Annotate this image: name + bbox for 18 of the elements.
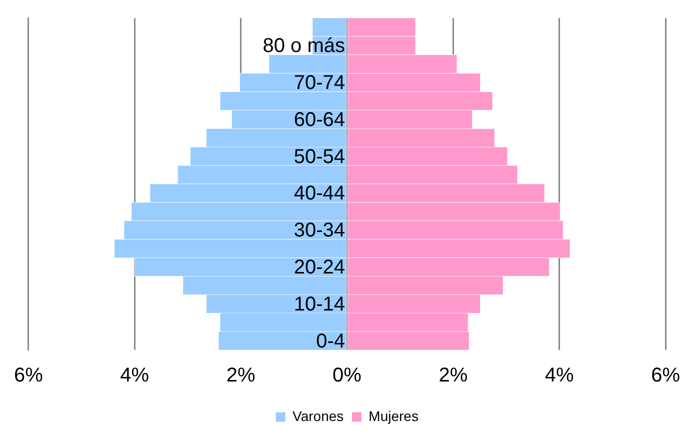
x-tick-label: 2%	[438, 364, 468, 387]
x-tick-label: 6%	[651, 364, 680, 387]
y-tick-label: 20-24	[294, 256, 345, 279]
legend-label: Mujeres	[368, 408, 418, 424]
y-tick-label: 30-34	[294, 220, 345, 242]
x-tick-label: 4%	[544, 364, 574, 387]
y-tick-label: 0-4	[316, 330, 345, 352]
x-tick-label: 4%	[120, 364, 150, 387]
y-tick-label: 40-44	[294, 182, 345, 205]
y-tick-label: 60-64	[294, 108, 345, 131]
x-tick-label: 0%	[332, 364, 362, 387]
legend-label: Varones	[292, 408, 344, 424]
x-tick-label: 2%	[226, 364, 256, 387]
y-tick-label: 80 o más	[262, 35, 345, 58]
y-tick-label: 10-14	[294, 293, 345, 316]
y-tick-label: 50-54	[294, 146, 345, 168]
x-tick-label: 6%	[14, 364, 44, 387]
y-tick-label: 70-74	[294, 72, 345, 94]
